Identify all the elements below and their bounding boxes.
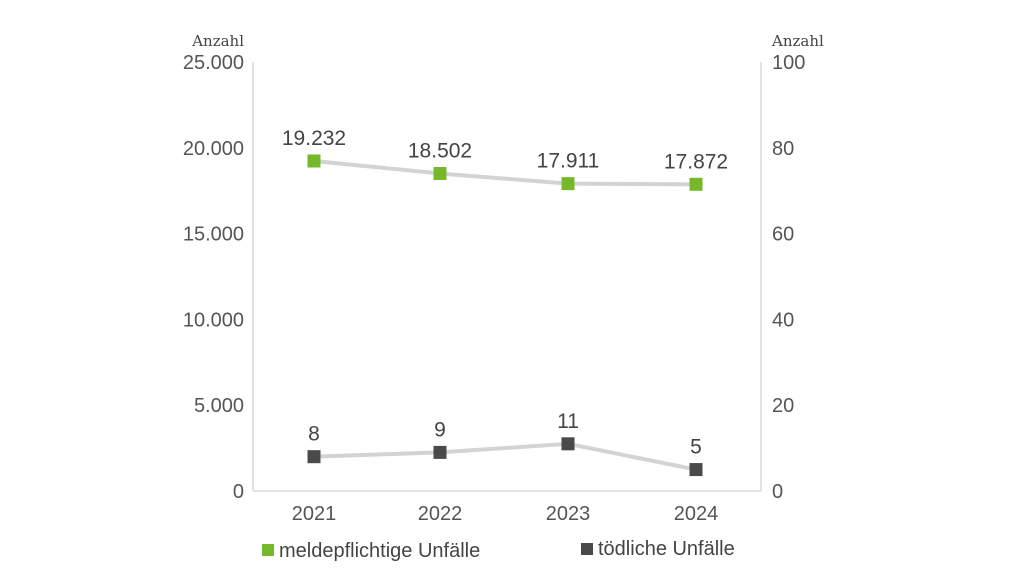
data-label: 19.232: [282, 127, 346, 150]
data-label: 9: [434, 418, 446, 441]
right-axis-tick-label: 40: [772, 309, 794, 331]
left-axis-ticks: 0 5.000 10.000 15.000 20.000 25.000: [183, 52, 244, 503]
legend-marker-toedliche: [581, 543, 593, 555]
data-point: [433, 167, 447, 181]
data-label: 11: [557, 410, 579, 433]
legend-label-toedliche: tödliche Unfälle: [598, 538, 735, 560]
x-axis-tick-label: 2023: [546, 503, 591, 525]
data-label: 8: [308, 423, 320, 446]
left-axis-tick-label: 5.000: [194, 395, 244, 417]
x-axis-tick-label: 2022: [418, 503, 463, 525]
right-axis-ticks: 0 20 40 60 80 100: [772, 52, 805, 503]
data-label: 17.872: [664, 150, 728, 173]
series-line-1: [313, 441, 697, 472]
right-axis-tick-label: 0: [772, 481, 783, 503]
left-axis-tick-label: 10.000: [183, 309, 244, 331]
right-axis-unit-label: Anzahl: [771, 32, 824, 50]
data-label: 5: [690, 436, 702, 459]
data-point: [307, 450, 321, 464]
data-point: [307, 154, 321, 168]
right-axis-tick-label: 80: [772, 138, 794, 160]
left-axis-tick-label: 0: [233, 481, 244, 503]
legend-label-meldepflichtige: meldepflichtige Unfälle: [279, 540, 480, 562]
x-axis-tick-label: 2024: [674, 503, 719, 525]
data-point: [689, 177, 703, 191]
series-layer: 19.232 18.502 17.911 17.872 8 9 11 5: [282, 127, 728, 477]
data-point: [561, 437, 575, 451]
left-axis-tick-label: 20.000: [183, 138, 244, 160]
data-label: 17.911: [537, 150, 600, 173]
right-axis-tick-label: 20: [772, 395, 794, 417]
data-point: [561, 177, 575, 191]
x-axis-ticks: 2021 2022 2023 2024: [292, 503, 719, 525]
axes: Anzahl Anzahl: [191, 32, 824, 492]
x-axis-tick-label: 2021: [292, 503, 337, 525]
series-line-0: [313, 158, 697, 187]
left-axis-tick-label: 15.000: [183, 224, 244, 246]
legend: meldepflichtige Unfälle tödliche Unfälle: [262, 538, 735, 562]
left-axis-tick-label: 25.000: [183, 52, 244, 74]
right-axis-tick-label: 60: [772, 224, 794, 246]
data-point: [689, 463, 703, 477]
left-axis-unit-label: Anzahl: [191, 32, 244, 50]
legend-marker-meldepflichtige: [262, 544, 274, 556]
right-axis-tick-label: 100: [772, 52, 805, 74]
data-point: [433, 445, 447, 459]
data-label: 18.502: [408, 140, 472, 163]
